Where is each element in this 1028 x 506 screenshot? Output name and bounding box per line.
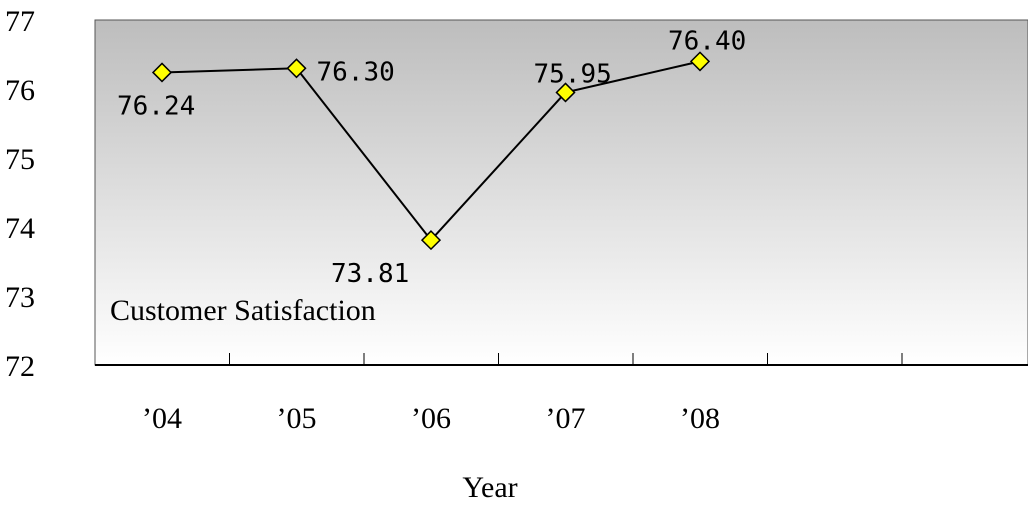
series-layer: 76.24 76.30 73.81 75.95 76.40 [117,26,746,289]
y-tick-label: 75 [5,143,35,176]
x-tick-label: ’04 [142,402,182,435]
plot-area [94,19,1028,366]
x-tick-label: ’07 [546,402,586,435]
data-label: 76.30 [317,57,395,87]
y-tick-label: 77 [5,5,35,38]
series-name-label: Customer Satisfaction [110,294,376,327]
data-point-marker [555,82,576,103]
x-axis-title: Year [462,471,517,504]
x-tick-label: ’08 [680,402,720,435]
y-tick-label: 76 [5,74,35,107]
data-point-marker [420,230,442,251]
data-point-marker [689,51,711,72]
y-tick-label: 74 [5,212,35,245]
data-point-marker [286,58,307,79]
x-axis-category-labels: ’04 ’05 ’06 ’07 ’08 [142,402,720,435]
data-label: 73.81 [331,259,409,289]
data-label: 75.95 [534,59,612,89]
y-tick-label: 73 [5,281,35,314]
data-label: 76.40 [668,26,746,56]
y-tick-label: 72 [5,350,35,383]
x-tick-label: ’05 [277,402,317,435]
data-point-marker [151,62,173,83]
x-tick-label: ’06 [411,402,451,435]
y-axis-tick-labels: 72 73 74 75 76 77 [5,5,35,383]
data-label: 76.24 [117,91,195,121]
x-axis-ticks [229,353,903,365]
